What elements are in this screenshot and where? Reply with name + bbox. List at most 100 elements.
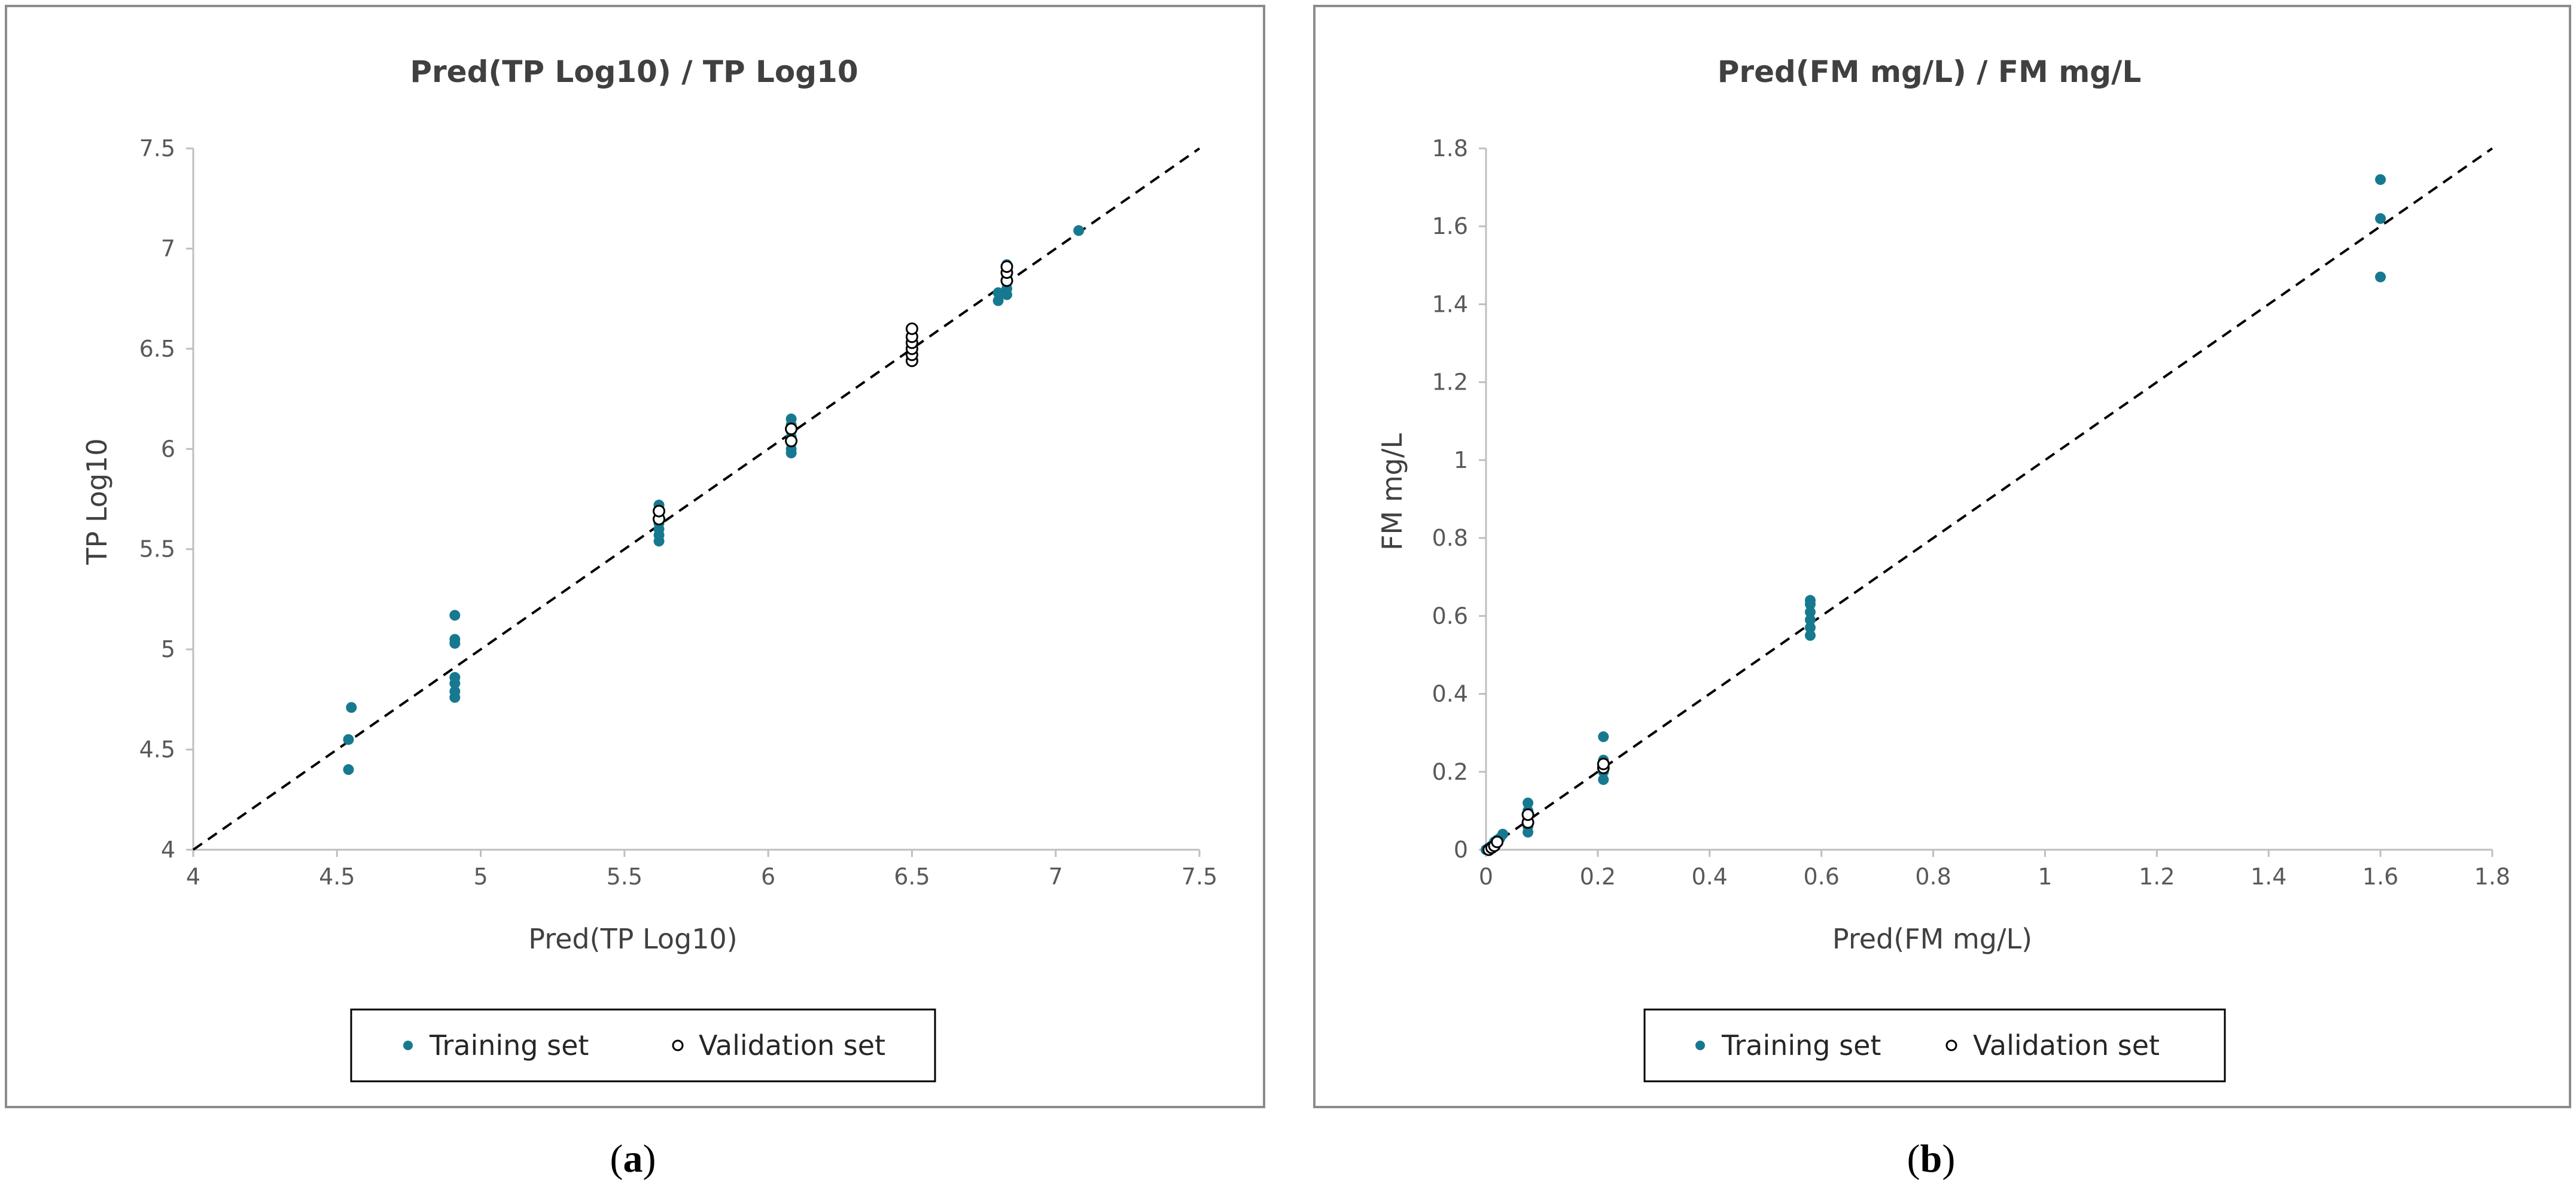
panel-a-x-axis-label: Pred(TP Log10) (528, 923, 737, 955)
panel-a-caption-open: ( (610, 1137, 623, 1181)
panel-b: Pred(FM mg/L) / FM mg/L 0 0.2 0.4 0.6 0.8 1 1.… (1313, 5, 2571, 1181)
panel-b-y-axis-label: FM mg/L (1376, 433, 1408, 551)
panel-a-title: Pred(TP Log10) / TP Log10 (410, 54, 858, 89)
panel-a-legend-training-label: Training set (429, 1029, 589, 1062)
validation-point (1521, 808, 1534, 821)
panel-b-title: Pred(FM mg/L) / FM mg/L (1718, 54, 2141, 89)
panel-b-x-axis-label: Pred(FM mg/L) (1832, 923, 2032, 955)
panel-a-marks (192, 147, 1201, 851)
panel-a-x-tick-label: 6 (761, 863, 775, 890)
panel-a-legend: Training set Validation set (350, 1008, 936, 1083)
panel-b-x-tick-label: 1 (2038, 863, 2052, 890)
panel-b-x-tick-label: 0 (1479, 863, 1493, 890)
training-point (2375, 174, 2386, 186)
panel-b-y-tick-label: 1.8 (1432, 135, 1468, 162)
panel-a-identity-line (192, 147, 1201, 851)
training-point (346, 702, 357, 713)
panel-b-legend-box (1643, 1008, 2226, 1083)
panel-b-x-tick-label: 0.6 (1803, 863, 1839, 890)
panel-a-axes: 4 4.5 5 5.5 6 6.5 7 7.5 4 4.5 5 5.5 6 6.5 7 7.5 (139, 135, 1218, 890)
panel-b-legend-training-label: Training set (1721, 1029, 1881, 1062)
panel-b-frame (1313, 5, 2571, 1108)
panel-a-caption: (a) (610, 1137, 656, 1181)
panel-b-y-tick-label: 1 (1454, 447, 1468, 473)
validation-point (1597, 758, 1610, 771)
panel-a-y-axis-label: TP Log10 (81, 438, 113, 565)
panel-a-frame (5, 5, 1265, 1108)
training-point (1804, 622, 1816, 633)
panel-b-y-tick-label: 1.2 (1432, 369, 1468, 396)
panel-a-y-tick-label: 4.5 (139, 737, 175, 763)
panel-a-y-tick-label: 6 (161, 436, 175, 462)
training-point (1804, 606, 1816, 618)
panel-a-y-tick-label: 6.5 (139, 336, 175, 362)
panel-a-x-tick-label: 4 (186, 863, 200, 890)
validation-point (905, 322, 918, 335)
panel-a-x-tick-label: 4.5 (319, 863, 355, 890)
panel-b-x-tick-label: 0.2 (1580, 863, 1616, 890)
panel-a-legend-validation-label: Validation set (699, 1029, 885, 1062)
panel-b-caption-letter: b (1920, 1137, 1942, 1181)
training-point (1598, 731, 1609, 743)
validation-point (1491, 835, 1504, 849)
panel-a-x-tick-label: 6.5 (894, 863, 930, 890)
training-point (1804, 614, 1816, 625)
panel-a-x-tick-label: 7.5 (1182, 863, 1217, 890)
panel-b-y-tick-label: 0.4 (1432, 681, 1468, 707)
panel-a-x-tick-label: 7 (1049, 863, 1063, 890)
training-point (2375, 213, 2386, 224)
panel-a-y-tick-label: 7 (161, 235, 175, 262)
panel-b-x-tick-label: 1.8 (2474, 863, 2510, 890)
panel-b-y-tick-label: 0 (1454, 837, 1468, 863)
training-point (2375, 271, 2386, 282)
training-point (449, 634, 461, 645)
training-point (1073, 225, 1085, 236)
training-point (449, 672, 461, 683)
panel-a-x-tick-label: 5.5 (607, 863, 643, 890)
training-point (785, 413, 797, 425)
training-point (1804, 595, 1816, 606)
validation-point (785, 434, 798, 448)
panel-a-y-tick-label: 7.5 (139, 135, 175, 162)
training-point (992, 287, 1004, 299)
training-point (449, 610, 461, 621)
panel-b-y-tick-label: 0.6 (1432, 603, 1468, 629)
training-point (1523, 797, 1534, 808)
panel-a-caption-letter: a (623, 1137, 643, 1181)
panel-b-x-tick-label: 0.8 (1915, 863, 1951, 890)
panel-a-legend-training-marker (403, 1041, 413, 1050)
panel-b-caption: (b) (1907, 1137, 1956, 1181)
panel-b-legend-training-marker (1695, 1041, 1705, 1050)
training-point (1804, 630, 1816, 641)
panel-b-identity-line (1485, 147, 2493, 851)
validation-point (1000, 260, 1013, 273)
training-point (343, 734, 354, 745)
training-point (1598, 774, 1609, 785)
panel-b-y-tick-label: 0.2 (1432, 759, 1468, 785)
training-point (343, 764, 354, 776)
panel-b-axes: 0 0.2 0.4 0.6 0.8 1 1.2 1.4 1.6 1.8 0 0.2 0.4 0.6 0.8 1… (1432, 135, 2511, 890)
panel-a-x-tick-label: 5 (473, 863, 488, 890)
panel-a-y-tick-label: 5.5 (139, 536, 175, 562)
panel-b-x-tick-label: 0.4 (1692, 863, 1728, 890)
panel-b-x-tick-label: 1.6 (2362, 863, 2398, 890)
panel-a-legend-validation-marker (672, 1039, 684, 1051)
panel-a-caption-close: ) (643, 1137, 656, 1181)
panel-a-legend-box (350, 1008, 936, 1083)
panel-a: Pred(TP Log10) / TP Log10 4 4.5 5 5.5 6 6.5 7 7… (5, 5, 1265, 1181)
training-point (449, 686, 461, 697)
panel-b-x-tick-label: 1.4 (2251, 863, 2286, 890)
validation-point (785, 422, 798, 436)
panel-b-caption-close: ) (1942, 1137, 1955, 1181)
panel-b-legend-validation-label: Validation set (1973, 1029, 2160, 1062)
training-point (992, 295, 1004, 306)
panel-b-legend: Training set Validation set (1643, 1008, 2226, 1083)
panel-b-legend-validation-marker (1945, 1039, 1957, 1051)
panel-b-y-tick-label: 0.8 (1432, 525, 1468, 551)
panel-b-x-tick-label: 1.2 (2139, 863, 2175, 890)
panel-b-caption-open: ( (1907, 1137, 1920, 1181)
panel-a-y-tick-label: 4 (161, 837, 175, 863)
panel-a-y-tick-label: 5 (161, 636, 175, 662)
panel-b-y-tick-label: 1.6 (1432, 213, 1468, 239)
panel-b-y-tick-label: 1.4 (1432, 291, 1468, 317)
